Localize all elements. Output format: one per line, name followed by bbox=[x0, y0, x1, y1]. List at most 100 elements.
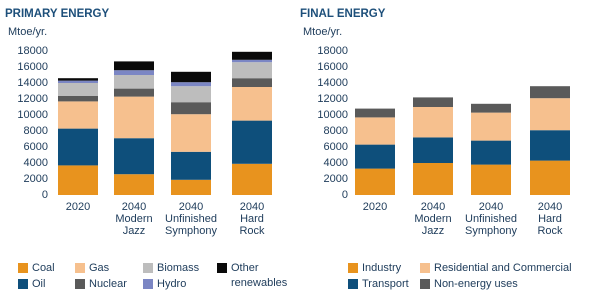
text-line: Coal bbox=[32, 262, 55, 274]
legend-label: Other renewables bbox=[231, 262, 288, 289]
x-tick-label: 2040 Unfinished Symphony bbox=[165, 201, 217, 237]
bar-segment bbox=[114, 174, 154, 195]
bar-segment bbox=[114, 96, 154, 139]
legend-label: Transport bbox=[362, 278, 409, 290]
text-line: 2040 bbox=[538, 201, 562, 213]
text-line: 2020 bbox=[66, 201, 90, 213]
x-tick-label: 2020 bbox=[363, 201, 387, 213]
text-line: Oil bbox=[32, 278, 45, 290]
y-tick-label: 16000 bbox=[317, 61, 348, 73]
y-tick-label: 18000 bbox=[317, 45, 348, 57]
y-axis-label: Mtoe/yr. bbox=[303, 26, 342, 38]
bar-segment bbox=[232, 51, 272, 60]
bar-segment bbox=[114, 138, 154, 175]
text-line: Other bbox=[231, 262, 259, 274]
text-line: 2040 bbox=[122, 201, 146, 213]
bar-segment bbox=[114, 75, 154, 89]
legend-label: Nuclear bbox=[89, 278, 127, 290]
bar-segment bbox=[114, 88, 154, 97]
bar-segment bbox=[413, 97, 453, 107]
y-tick-label: 4000 bbox=[324, 157, 348, 169]
legend-swatch bbox=[143, 279, 153, 289]
legend-swatch bbox=[75, 263, 85, 273]
bar-segment bbox=[413, 163, 453, 195]
bar-segment bbox=[232, 120, 272, 164]
legend-swatch bbox=[18, 263, 28, 273]
text-line: renewables bbox=[231, 277, 288, 289]
bar-segment bbox=[58, 128, 98, 166]
bar-segment bbox=[171, 151, 211, 180]
x-tick-label: 2040 Hard Rock bbox=[537, 201, 563, 237]
text-line: Rock bbox=[239, 225, 265, 237]
bar-segment bbox=[114, 61, 154, 71]
bar-segment bbox=[530, 86, 570, 99]
bar-segment bbox=[171, 82, 211, 87]
text-line: Biomass bbox=[157, 262, 200, 274]
bar-segment bbox=[171, 86, 211, 103]
bar-segment bbox=[471, 103, 511, 113]
text-line: 2040 bbox=[421, 201, 445, 213]
bar-segment bbox=[171, 71, 211, 83]
x-tick-label: 2040 Modern Jazz bbox=[115, 201, 152, 237]
legend-swatch bbox=[420, 279, 430, 289]
legend-label: Industry bbox=[362, 262, 402, 274]
bar-segment bbox=[232, 87, 272, 121]
bar-segment bbox=[114, 70, 154, 75]
x-tick-label: 2040 Hard Rock bbox=[239, 201, 265, 237]
bar-segment bbox=[471, 140, 511, 165]
bar-segment bbox=[471, 112, 511, 141]
bar-segment bbox=[58, 80, 98, 83]
x-tick-label: 2020 bbox=[66, 201, 90, 213]
text-line: Hydro bbox=[157, 278, 186, 290]
bar-segment bbox=[232, 78, 272, 87]
legend-swatch bbox=[75, 279, 85, 289]
y-tick-label: 10000 bbox=[17, 109, 48, 121]
legend-label: Hydro bbox=[157, 278, 186, 290]
bar-segment bbox=[232, 163, 272, 195]
legend-label: Biomass bbox=[157, 262, 200, 274]
text-line: 2040 bbox=[179, 201, 203, 213]
text-line: 2040 bbox=[240, 201, 264, 213]
text-line: Jazz bbox=[123, 225, 146, 237]
legend-label: Coal bbox=[32, 262, 55, 274]
y-tick-label: 8000 bbox=[24, 125, 48, 137]
y-tick-label: 2000 bbox=[24, 173, 48, 185]
legend-label: Gas bbox=[89, 262, 110, 274]
bar-segment bbox=[232, 59, 272, 63]
text-line: 2020 bbox=[363, 201, 387, 213]
legend-label: Non-energy uses bbox=[434, 278, 518, 290]
text-line: Unfinished bbox=[465, 213, 517, 225]
y-tick-label: 8000 bbox=[324, 125, 348, 137]
bar-segment bbox=[232, 62, 272, 79]
bar-segment bbox=[530, 98, 570, 131]
legend-swatch bbox=[348, 263, 358, 273]
legend-swatch bbox=[143, 263, 153, 273]
bar-segment bbox=[530, 160, 570, 195]
y-tick-label: 0 bbox=[42, 189, 48, 201]
text-line: Hard bbox=[240, 213, 264, 225]
text-line: Nuclear bbox=[89, 278, 127, 290]
y-tick-label: 2000 bbox=[324, 173, 348, 185]
legend-label: Oil bbox=[32, 278, 45, 290]
bar-segment bbox=[58, 95, 98, 102]
y-tick-label: 16000 bbox=[17, 61, 48, 73]
bar-segment bbox=[355, 108, 395, 118]
text-line: Symphony bbox=[165, 225, 217, 237]
y-tick-label: 14000 bbox=[17, 77, 48, 89]
bar-segment bbox=[171, 114, 211, 152]
x-tick-label: 2040 Unfinished Symphony bbox=[465, 201, 517, 237]
bar-segment bbox=[355, 144, 395, 169]
bar-segment bbox=[471, 164, 511, 195]
y-tick-label: 18000 bbox=[17, 45, 48, 57]
bar-segment bbox=[413, 137, 453, 163]
text-line: Modern bbox=[115, 213, 152, 225]
y-tick-label: 14000 bbox=[317, 77, 348, 89]
bar-segment bbox=[58, 83, 98, 96]
bar-segment bbox=[58, 78, 98, 81]
bar-segment bbox=[58, 165, 98, 195]
y-tick-label: 6000 bbox=[24, 141, 48, 153]
y-tick-label: 6000 bbox=[324, 141, 348, 153]
chart-title: PRIMARY ENERGY bbox=[5, 8, 109, 20]
text-line: Gas bbox=[89, 262, 110, 274]
y-axis-label: Mtoe/yr. bbox=[8, 26, 47, 38]
